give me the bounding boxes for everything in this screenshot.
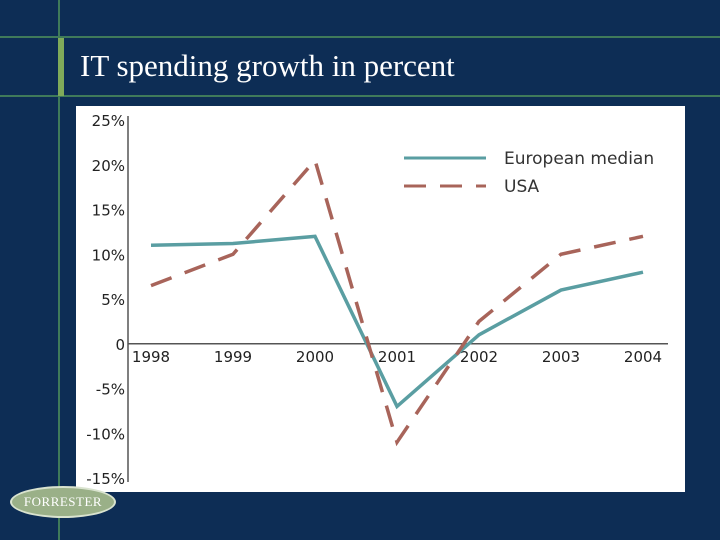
series-line-european-median [150, 234, 644, 410]
y-tick-label: 15% [92, 202, 125, 220]
chart-legend: European median USA [404, 149, 654, 197]
y-tick-label: 20% [92, 157, 125, 175]
top-rule [0, 36, 720, 38]
series-line-usa [150, 156, 644, 447]
y-tick-label: 5% [101, 291, 125, 309]
x-tick-label: 1999 [214, 348, 252, 366]
legend-label: USA [504, 177, 540, 197]
y-tick-label: -5% [96, 381, 125, 399]
slide-title: IT spending growth in percent [80, 48, 455, 83]
x-tick-label: 2001 [378, 348, 416, 366]
legend-label: European median [504, 149, 654, 169]
y-tick-label: -15% [86, 470, 125, 488]
title-rule [0, 95, 720, 97]
x-tick-label: 2002 [460, 348, 498, 366]
left-vertical-rule [58, 0, 60, 540]
chart-series [150, 156, 644, 447]
y-tick-label: 25% [92, 112, 125, 130]
accent-bar [58, 38, 64, 96]
chart-axes: 25% 20% 15% 10% 5% 0 -5% -10% -15% 1998 1999 2000 20… [86, 112, 668, 488]
x-tick-label: 2004 [624, 348, 662, 366]
chart-panel: 25% 20% 15% 10% 5% 0 -5% -10% -15% 1998 1999 2000 20… [76, 106, 685, 492]
forrester-logo: FORRESTER [10, 486, 116, 518]
x-tick-label: 2000 [296, 348, 334, 366]
y-tick-label: -10% [86, 425, 125, 443]
y-tick-label: 10% [92, 246, 125, 264]
line-chart: 25% 20% 15% 10% 5% 0 -5% -10% -15% 1998 1999 2000 20… [86, 112, 668, 488]
x-tick-label: 2003 [542, 348, 580, 366]
y-tick-label: 0 [115, 336, 125, 354]
x-tick-label: 1998 [132, 348, 170, 366]
